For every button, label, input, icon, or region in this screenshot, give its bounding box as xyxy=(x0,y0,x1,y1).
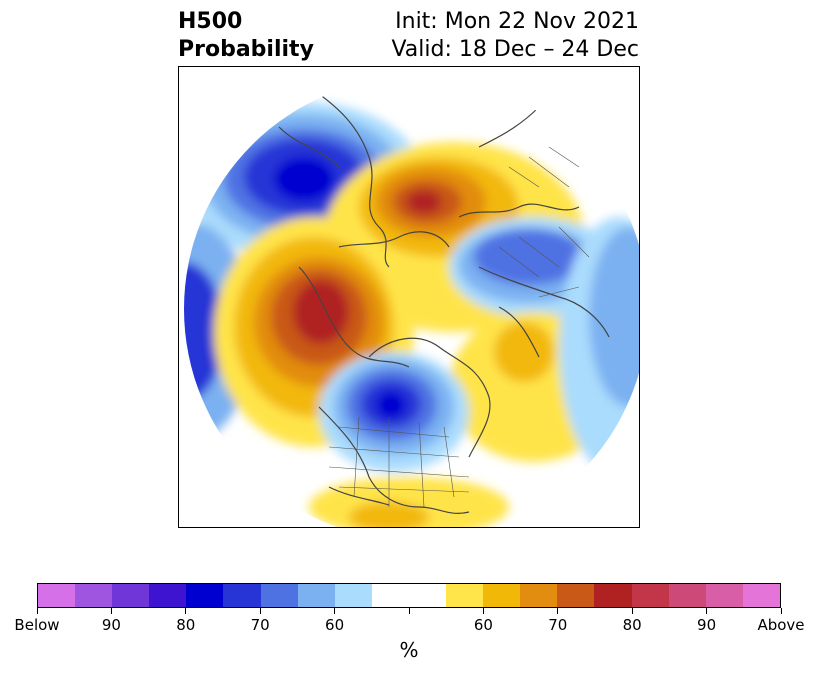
title-line-2: Probability xyxy=(178,37,314,62)
probability-fields xyxy=(184,77,639,527)
colorbar-tick xyxy=(36,608,38,614)
colorbar-segment xyxy=(446,584,484,607)
coastlines xyxy=(278,86,610,514)
field-blue-namerica xyxy=(376,391,406,419)
colorbar-tick xyxy=(259,608,261,614)
field-warm-alaska xyxy=(293,280,349,344)
colorbar-segment xyxy=(334,584,372,607)
colorbar-tick xyxy=(185,608,187,614)
colorbar-segment xyxy=(557,584,595,607)
chart-title: H500 Probability xyxy=(178,8,314,64)
colorbar-tick-label: 90 xyxy=(101,616,121,634)
colorbar-tick xyxy=(706,608,708,614)
colorbar-tick xyxy=(631,608,633,614)
colorbar-tick xyxy=(780,608,782,614)
colorbar-segment xyxy=(594,584,632,607)
colorbar-segment xyxy=(297,584,335,607)
colorbar-segment xyxy=(742,584,780,607)
field-warm-south xyxy=(349,502,429,527)
init-date: Init: Mon 22 Nov 2021 xyxy=(395,9,639,34)
colorbar-segment xyxy=(705,584,743,607)
colorbar-tick-label: 60 xyxy=(325,616,345,634)
valid-range: Valid: 18 Dec – 24 Dec xyxy=(391,37,639,62)
colorbar-unit: % xyxy=(399,638,419,662)
colorbar-tick xyxy=(408,608,410,614)
colorbar-tick xyxy=(482,608,484,614)
colorbar-tick-label: 70 xyxy=(548,616,568,634)
colorbar-segment xyxy=(260,584,298,607)
colorbar-segment xyxy=(223,584,261,607)
field-blue-west xyxy=(184,262,224,402)
field-warm-atlantic xyxy=(494,322,554,382)
colorbar-segment xyxy=(38,584,76,607)
field-blue-pacific xyxy=(274,157,334,201)
political-borders xyxy=(328,146,590,508)
colorbar-tick xyxy=(334,608,336,614)
colorbar-tick-label: Above xyxy=(757,616,805,634)
colorbar-tick-label: 70 xyxy=(250,616,270,634)
colorbar-tick xyxy=(557,608,559,614)
map-canvas xyxy=(184,77,639,527)
colorbar-segment xyxy=(149,584,187,607)
colorbar-segment xyxy=(483,584,521,607)
colorbar-segment xyxy=(75,584,113,607)
field-blue-europe xyxy=(474,229,584,285)
colorbar-tick-label: 80 xyxy=(176,616,196,634)
colorbar-segment xyxy=(112,584,150,607)
probability-map xyxy=(178,66,640,528)
colorbar-segment xyxy=(668,584,706,607)
colorbar xyxy=(37,583,781,608)
forecast-dates: Init: Mon 22 Nov 2021 Valid: 18 Dec – 24… xyxy=(391,8,639,64)
colorbar-tick-label: 90 xyxy=(697,616,717,634)
colorbar-segment xyxy=(371,584,409,607)
title-line-1: H500 xyxy=(178,9,243,34)
colorbar-segment xyxy=(186,584,224,607)
colorbar-segment xyxy=(520,584,558,607)
colorbar-segment xyxy=(408,584,447,607)
colorbar-tick-label: 60 xyxy=(473,616,493,634)
colorbar-segment xyxy=(631,584,669,607)
colorbar-tick-label: 80 xyxy=(622,616,642,634)
field-blue-east xyxy=(589,227,639,407)
colorbar-tick xyxy=(110,608,112,614)
colorbar-tick-label: Below xyxy=(14,616,60,634)
field-warm-arctic xyxy=(406,190,442,214)
